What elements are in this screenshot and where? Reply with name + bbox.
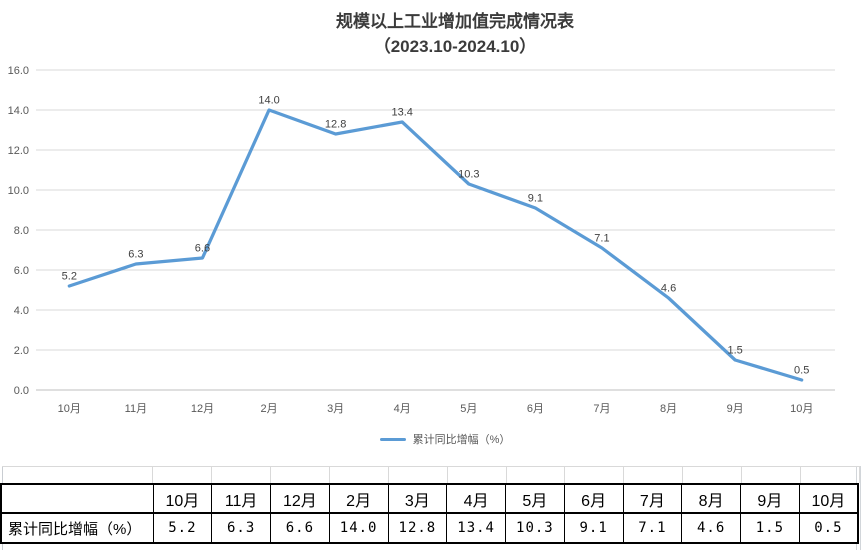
table-header-cell[interactable]: 6月 — [563, 483, 624, 514]
x-axis-tick-label: 7月 — [593, 403, 610, 415]
sheet-column-gridline-stub — [682, 466, 684, 483]
data-label: 5.2 — [62, 271, 77, 283]
y-axis-tick-label: 14.0 — [8, 105, 29, 117]
chart-title-line1: 规模以上工业增加值完成情况表 — [336, 12, 574, 31]
x-axis-tick-label: 10月 — [58, 403, 81, 415]
table-header-cell[interactable]: 9月 — [740, 483, 800, 514]
data-label: 4.6 — [661, 283, 676, 295]
x-axis-tick-label: 4月 — [394, 403, 411, 415]
sheet-column-gridline-stub — [564, 466, 566, 483]
y-axis-tick-label: 12.0 — [8, 145, 29, 157]
table-corner-cell[interactable] — [0, 483, 154, 514]
table-header-cell[interactable]: 10月 — [152, 483, 213, 514]
data-label: 13.4 — [391, 107, 412, 119]
line-chart[interactable]: 规模以上工业增加值完成情况表 （2023.10-2024.10） 0.0 2.0 4… — [0, 0, 862, 466]
sheet-column-gridline-stub — [800, 466, 802, 483]
table-header-cell[interactable]: 7月 — [622, 483, 683, 514]
table-value-cell[interactable]: 4.6 — [681, 512, 741, 544]
x-axis-tick-label: 10月 — [790, 403, 813, 415]
sheet-column-gridline-stub — [387, 466, 389, 483]
y-axis-tick-label: 10.0 — [8, 185, 29, 197]
chart-plot-area: 0.0 2.0 4.0 6.0 8.0 10.0 12.0 14.0 16.0 10月 11月 12月… — [8, 65, 835, 415]
sheet-column-gridline-stub — [741, 466, 743, 483]
table-value-cell[interactable]: 0.5 — [798, 512, 859, 544]
y-axis-tick-label: 6.0 — [14, 265, 29, 277]
x-axis-tick-label: 2月 — [260, 403, 277, 415]
x-axis-tick-label: 12月 — [191, 403, 214, 415]
data-label: 6.3 — [128, 249, 143, 261]
table-data-row: 累计同比增幅（%） 5.2 6.3 6.6 14.0 12.8 13.4 10.… — [0, 512, 859, 544]
sheet-column-gridline-stub — [152, 466, 153, 483]
table-value-cell[interactable]: 9.1 — [563, 512, 624, 544]
x-axis-tick-label: 6月 — [527, 403, 544, 415]
x-axis-tick-label: 3月 — [327, 403, 344, 415]
x-axis-tick-label: 11月 — [125, 403, 147, 415]
x-axis-tick-label: 8月 — [660, 403, 677, 415]
data-label: 7.1 — [594, 233, 609, 245]
table-value-cell[interactable]: 13.4 — [446, 512, 506, 544]
table-value-cell[interactable]: 7.1 — [622, 512, 683, 544]
data-table: 10月 11月 12月 2月 3月 4月 5月 6月 7月 8月 9月 10月 … — [0, 483, 859, 544]
y-axis-tick-label: 4.0 — [14, 305, 29, 317]
y-axis-tick-label: 8.0 — [14, 225, 29, 237]
table-header-cell[interactable]: 5月 — [505, 483, 565, 514]
table-header-cell[interactable]: 4月 — [446, 483, 506, 514]
y-axis-tick-label: 2.0 — [14, 345, 29, 357]
table-header-cell[interactable]: 8月 — [681, 483, 741, 514]
data-label: 12.8 — [325, 119, 346, 131]
series-line[interactable] — [67, 108, 804, 382]
data-label: 1.5 — [727, 345, 742, 357]
table-header-cell[interactable]: 10月 — [798, 483, 859, 514]
table-value-cell[interactable]: 6.6 — [270, 512, 330, 544]
table-header-row: 10月 11月 12月 2月 3月 4月 5月 6月 7月 8月 9月 10月 — [0, 483, 859, 514]
chart-title: 规模以上工业增加值完成情况表 （2023.10-2024.10） — [24, 9, 862, 59]
chart-title-line2: （2023.10-2024.10） — [373, 37, 537, 56]
table-header-cell[interactable]: 3月 — [387, 483, 448, 514]
sheet-column-gridline-stub — [210, 466, 212, 483]
sheet-column-gridline-stub — [446, 466, 448, 483]
legend-line-swatch — [379, 437, 406, 441]
table-value-cell[interactable]: 5.2 — [152, 512, 213, 544]
data-label: 9.1 — [528, 193, 543, 205]
data-label: 0.5 — [794, 365, 809, 377]
table-value-cell[interactable]: 1.5 — [740, 512, 800, 544]
data-label: 6.6 — [195, 243, 210, 255]
table-value-cell[interactable]: 12.8 — [387, 512, 448, 544]
data-label: 14.0 — [258, 95, 279, 107]
table-value-cell[interactable]: 10.3 — [505, 512, 565, 544]
y-axis-tick-label: 16.0 — [8, 65, 29, 77]
table-header-cell[interactable]: 12月 — [270, 483, 330, 514]
legend-label: 累计同比增幅（%） — [412, 434, 511, 446]
table-header-cell[interactable]: 11月 — [211, 483, 271, 514]
chart-legend: 累计同比增幅（%） — [14, 431, 862, 447]
x-axis-tick-label: 9月 — [727, 403, 744, 415]
sheet-column-gridline-stub — [623, 466, 625, 483]
x-axis-tick-label: 5月 — [460, 403, 477, 415]
table-value-cell[interactable]: 6.3 — [211, 512, 271, 544]
sheet-row-gridline — [2, 466, 860, 467]
table-value-cell[interactable]: 14.0 — [328, 512, 389, 544]
data-label: 10.3 — [458, 169, 479, 181]
sheet-column-gridline-stub — [505, 466, 507, 483]
sheet-column-gridline-stub — [328, 466, 330, 483]
table-row-label[interactable]: 累计同比增幅（%） — [0, 512, 154, 544]
table-header-cell[interactable]: 2月 — [328, 483, 389, 514]
y-axis-tick-label: 0.0 — [14, 385, 29, 397]
sheet-column-gridline-stub — [269, 466, 271, 483]
